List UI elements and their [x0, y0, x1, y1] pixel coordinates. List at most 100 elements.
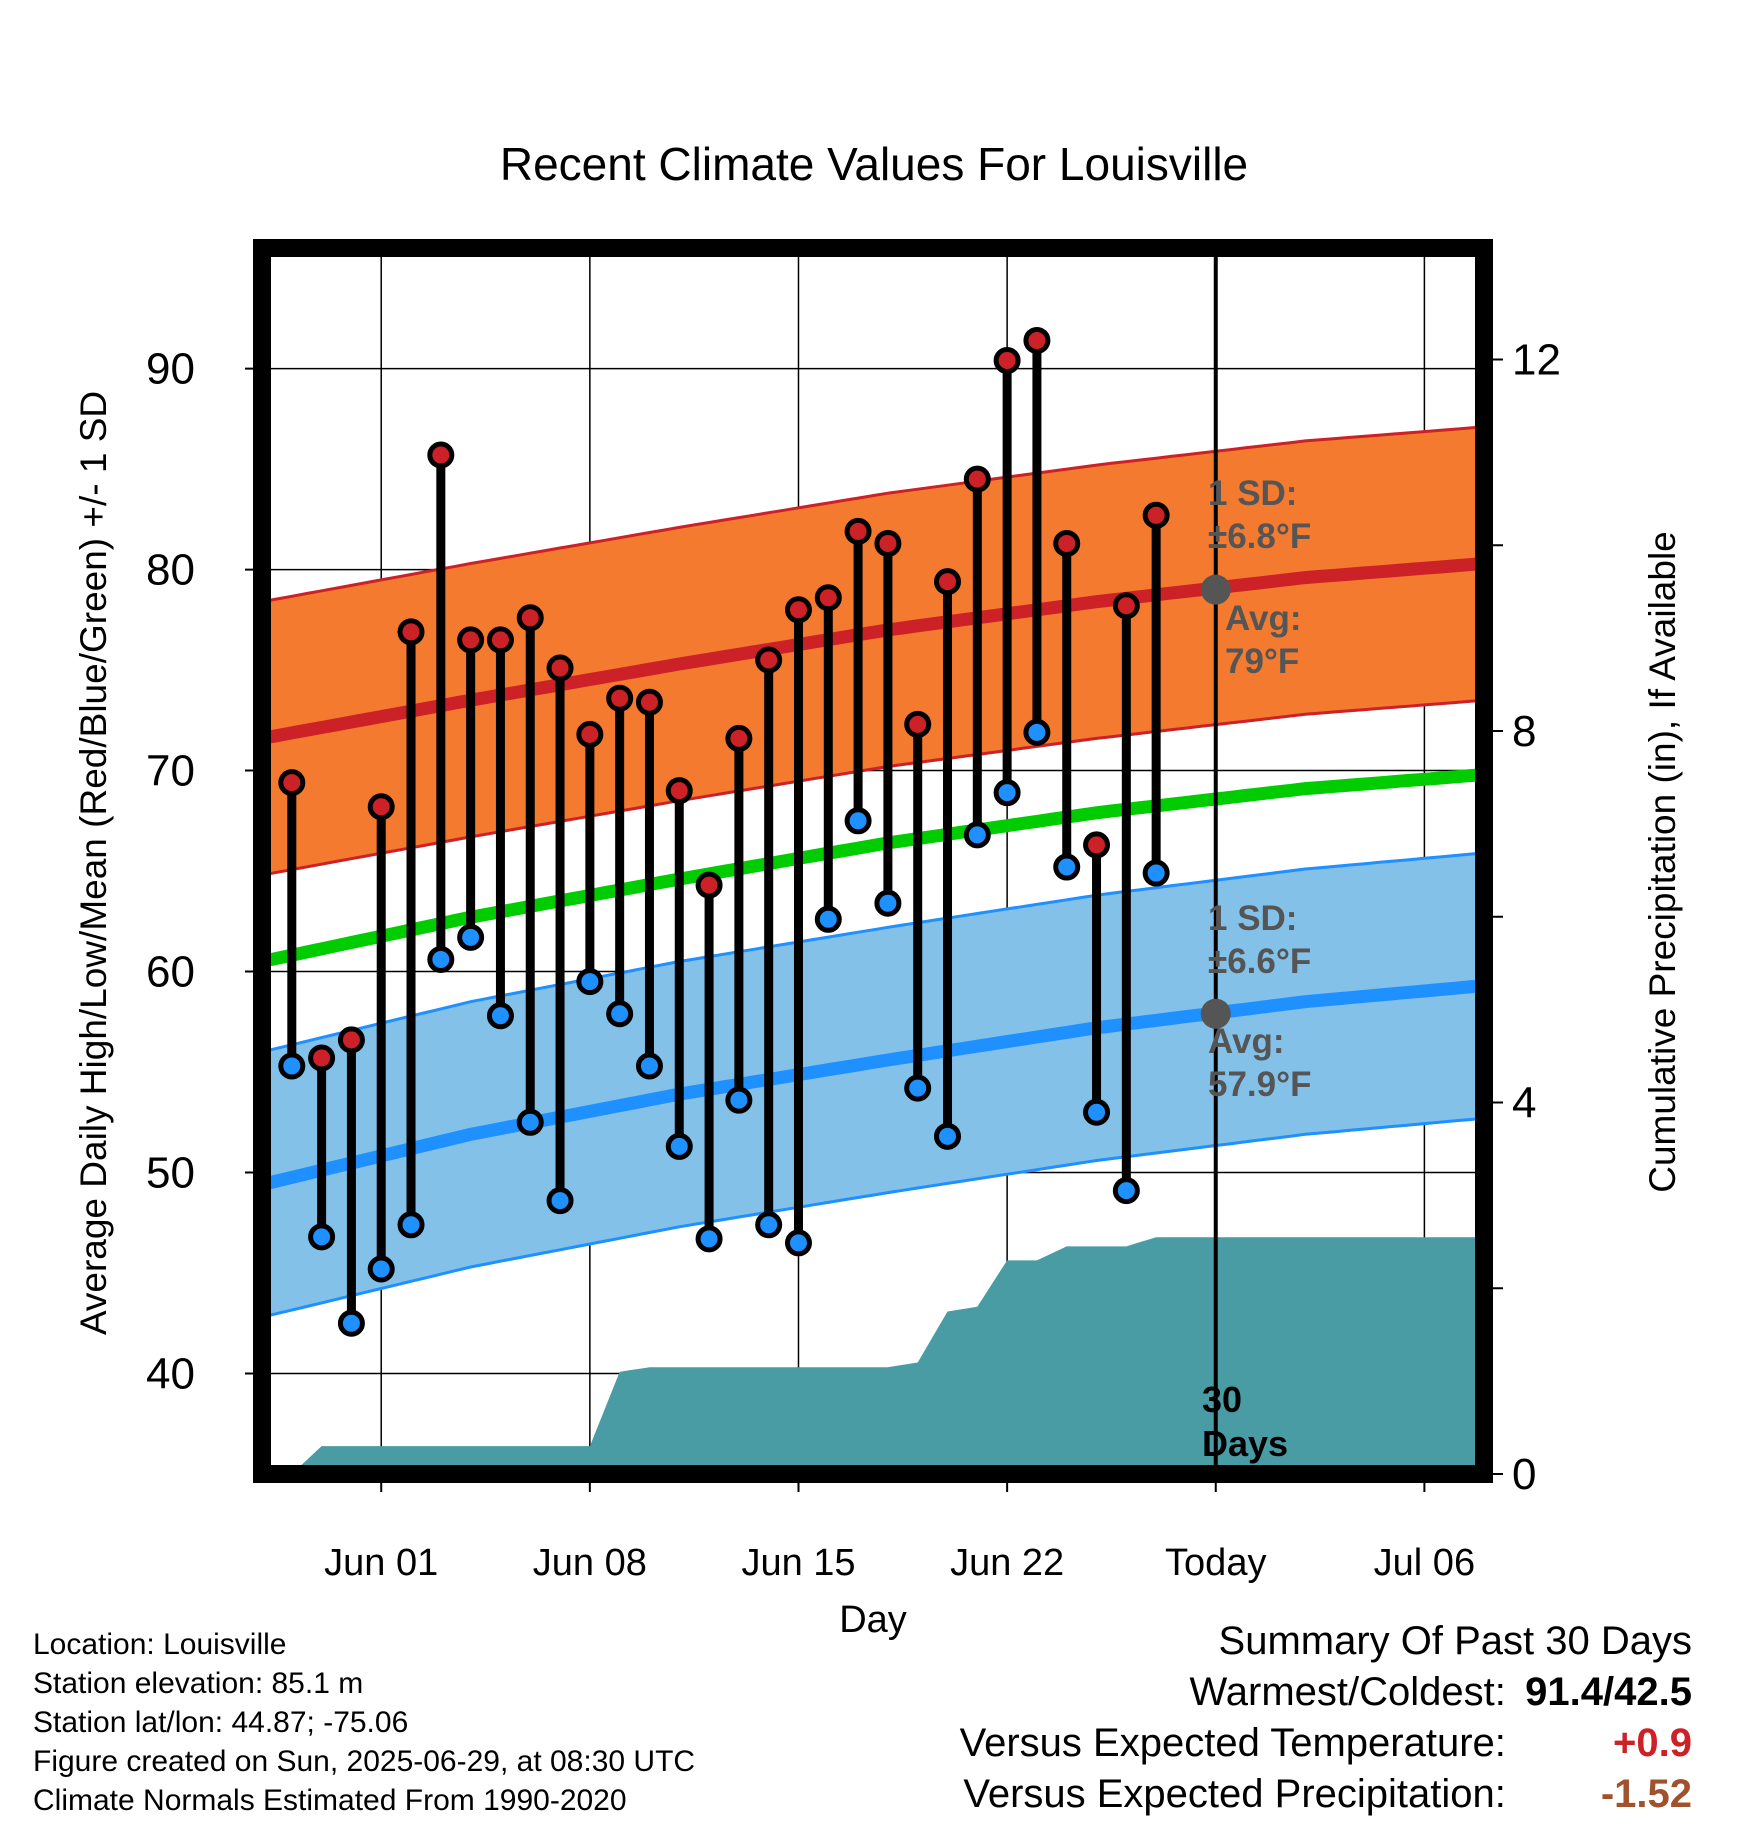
summary-warm-cold: Warmest/Coldest: 91.4/42.5 — [960, 1667, 1693, 1718]
today-avg-low-marker — [1200, 998, 1231, 1029]
observed-low-point — [1142, 859, 1170, 887]
y2-tick-label: 4 — [1512, 1078, 1536, 1127]
observed-low-point — [755, 1211, 783, 1239]
observed-high-point — [1053, 529, 1081, 557]
observed-low-point — [1112, 1177, 1140, 1205]
observed-high-point — [993, 347, 1021, 375]
high-sd-band — [262, 426, 1484, 876]
x-tick-label: Today — [1165, 1542, 1266, 1584]
observed-temperatures — [278, 326, 1170, 1337]
observed-low-point — [635, 1052, 663, 1080]
today-avg-high-marker — [1200, 574, 1231, 605]
observed-low-point — [427, 945, 455, 973]
x-tick-label: Jun 01 — [324, 1542, 438, 1584]
low-sd-label: 1 SD: — [1208, 899, 1297, 938]
plot-area — [262, 248, 1484, 1474]
observed-high-point — [457, 626, 485, 654]
observed-high-point — [665, 777, 693, 805]
high-annotation: 1 SD: ±6.8°F Avg: 79°F — [1208, 474, 1311, 681]
observed-high-point — [576, 720, 604, 748]
y-tick-label: 50 — [146, 1149, 195, 1198]
observed-low-point — [397, 1211, 425, 1239]
precip-days-number: 30 — [1202, 1379, 1242, 1420]
observed-low-point — [1023, 718, 1051, 746]
observed-high-point — [486, 626, 514, 654]
x-axis-label: Day — [839, 1599, 907, 1641]
observed-low-point — [516, 1108, 544, 1136]
latlon-text: Station lat/lon: 44.87; -75.06 — [33, 1706, 409, 1739]
observed-low-point — [308, 1223, 336, 1251]
normal-high-line — [262, 557, 1484, 745]
x-tick-label: Jun 08 — [533, 1542, 647, 1584]
y-axis-right: 0 4 8 12 — [1484, 335, 1561, 1499]
low-avg-label: Avg: — [1208, 1022, 1284, 1061]
summary-panel: Summary Of Past 30 Days Warmest/Coldest:… — [960, 1616, 1692, 1820]
high-band-lower-edge — [262, 698, 1484, 877]
observed-high-point — [1112, 592, 1140, 620]
observed-high-point — [904, 710, 932, 738]
low-sd-value: ±6.6°F — [1208, 942, 1311, 981]
summary-title: Summary Of Past 30 Days — [1218, 1619, 1692, 1663]
precip-label: Versus Expected Precipitation: — [963, 1772, 1506, 1816]
observed-high-point — [427, 441, 455, 469]
summary-temp: Versus Expected Temperature: +0.9 — [960, 1718, 1692, 1769]
observed-low-point — [606, 1000, 634, 1028]
observed-low-point — [993, 779, 1021, 807]
y-axis-left: 40 50 60 70 80 90 — [146, 345, 262, 1399]
y-tick-label: 70 — [146, 747, 195, 796]
observed-low-point — [784, 1229, 812, 1257]
observed-high-point — [844, 517, 872, 545]
observed-high-point — [934, 568, 962, 596]
y-tick-label: 80 — [146, 546, 195, 595]
chart-title: Recent Climate Values For Louisville — [500, 138, 1248, 190]
created-text: Figure created on Sun, 2025-06-29, at 08… — [33, 1745, 696, 1778]
plot-frame — [253, 239, 1493, 1483]
observed-high-point — [337, 1026, 365, 1054]
observed-low-point — [367, 1255, 395, 1283]
observed-low-point — [844, 807, 872, 835]
observed-low-point — [665, 1132, 693, 1160]
observed-high-point — [874, 529, 902, 557]
high-avg-label: Avg: — [1225, 599, 1301, 638]
observed-low-point — [546, 1187, 574, 1215]
observed-high-point — [755, 646, 783, 674]
high-band-upper-edge — [262, 425, 1484, 604]
x-tick-label: Jun 15 — [741, 1542, 855, 1584]
observed-high-point — [397, 618, 425, 646]
observed-low-point — [1083, 1098, 1111, 1126]
observed-low-point — [457, 923, 485, 951]
observed-low-point — [486, 1002, 514, 1030]
observed-low-point — [337, 1309, 365, 1337]
observed-low-point — [904, 1074, 932, 1102]
y-tick-label: 90 — [146, 345, 195, 394]
observed-high-point — [606, 684, 634, 712]
y-tick-label: 60 — [146, 948, 195, 997]
x-tick-label: Jun 22 — [950, 1542, 1064, 1584]
high-avg-value: 79°F — [1225, 642, 1299, 681]
observed-low-point — [1053, 853, 1081, 881]
summary-precip: Versus Expected Precipitation: -1.52 — [960, 1769, 1692, 1820]
elevation-text: Station elevation: 85.1 m — [33, 1667, 364, 1700]
normal-low-line — [262, 979, 1484, 1191]
observed-high-point — [963, 465, 991, 493]
observed-low-point — [278, 1052, 306, 1080]
observed-high-point — [695, 871, 723, 899]
x-tick-label: Jul 06 — [1374, 1542, 1475, 1584]
observed-high-point — [725, 724, 753, 752]
observed-low-point — [576, 968, 604, 996]
x-axis: Jun 01 Jun 08 Jun 15 Jun 22 Today Jul 06 — [324, 1474, 1475, 1584]
high-sd-value: ±6.8°F — [1208, 517, 1311, 556]
observed-high-point — [367, 793, 395, 821]
observed-high-point — [308, 1044, 336, 1072]
high-sd-label: 1 SD: — [1208, 474, 1297, 513]
observed-high-point — [814, 584, 842, 612]
precip-days-annotation: 30 Days — [1202, 1379, 1288, 1464]
precip-value: -1.52 — [1600, 1772, 1692, 1816]
observed-low-point — [963, 821, 991, 849]
observed-high-point — [1142, 501, 1170, 529]
normal-mean-line — [262, 768, 1484, 968]
low-avg-value: 57.9°F — [1208, 1065, 1312, 1104]
y2-tick-label: 0 — [1512, 1450, 1536, 1499]
observed-high-point — [516, 604, 544, 632]
